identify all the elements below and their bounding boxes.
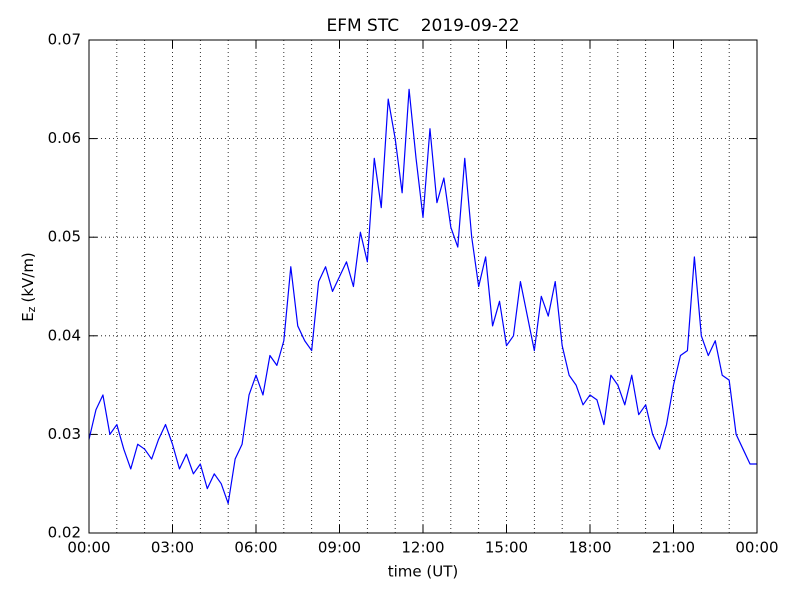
x-tick-label: 00:00 (735, 539, 778, 557)
y-tick-label: 0.06 (48, 129, 81, 147)
x-tick-label: 18:00 (568, 539, 611, 557)
x-tick-label: 00:00 (67, 539, 110, 557)
y-label-symbol: E (19, 312, 37, 321)
y-tick-label: 0.04 (48, 326, 81, 344)
x-tick-label: 06:00 (234, 539, 277, 557)
data-line (88, 88, 757, 505)
x-tick-label: 21:00 (652, 539, 695, 557)
plot-frame (88, 39, 758, 534)
x-tick-label: 03:00 (151, 539, 194, 557)
y-tick-label: 0.03 (48, 425, 81, 443)
y-axis-label: Ez (kV/m) (19, 252, 39, 322)
x-axis-label: time (UT) (388, 563, 459, 581)
x-tick-label: 15:00 (485, 539, 528, 557)
x-tick-label: 12:00 (401, 539, 444, 557)
y-tick-label: 0.07 (48, 31, 81, 49)
chart-title: EFM STC 2019-09-22 (326, 16, 519, 36)
y-label-unit: (kV/m) (19, 252, 37, 302)
x-tick-label: 09:00 (318, 539, 361, 557)
y-tick-label: 0.02 (48, 524, 81, 542)
y-tick-label: 0.05 (48, 228, 81, 246)
y-label-subscript: z (25, 306, 38, 312)
